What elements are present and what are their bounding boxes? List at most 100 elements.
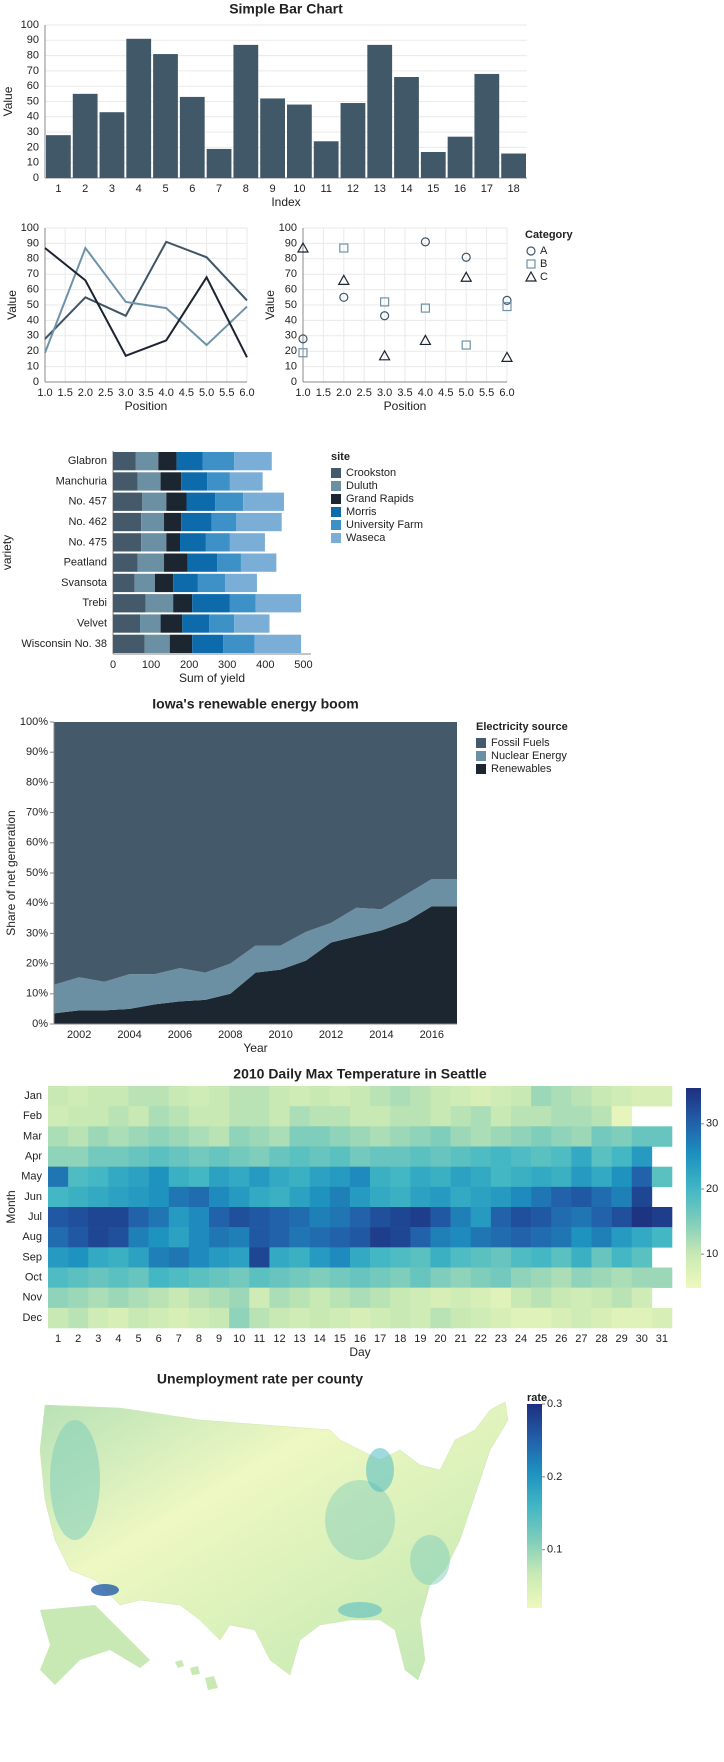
heat-cell (591, 1106, 612, 1127)
heat-cell (410, 1267, 431, 1288)
x-tick-label: 10 (293, 183, 305, 195)
heat-cell (390, 1106, 411, 1127)
y-tick-label: 10% (26, 988, 48, 1000)
bar-segment (113, 533, 142, 552)
point-circle (526, 246, 536, 256)
map-region (325, 1480, 395, 1560)
y-tick-label: Jun (24, 1191, 42, 1203)
heat-cell (68, 1106, 89, 1127)
bar (420, 151, 446, 178)
heat-cell (349, 1287, 371, 1309)
heat-cell (48, 1146, 69, 1167)
heat-cell (209, 1227, 230, 1248)
bar-segment (113, 512, 142, 532)
point-triangle (500, 351, 514, 362)
heat-cell (229, 1086, 250, 1107)
y-tick-label: 80 (27, 50, 39, 62)
heat-cell (188, 1247, 210, 1268)
x-tick-label: 27 (575, 1333, 587, 1345)
y-tick-label: 100 (21, 222, 39, 234)
heat-cell (229, 1227, 250, 1248)
heat-cell (68, 1126, 89, 1147)
heat-cell (370, 1186, 391, 1208)
x-tick-label: 6 (156, 1333, 162, 1345)
heat-cell (269, 1247, 290, 1268)
heat-cell (168, 1186, 190, 1208)
heat-cell (148, 1166, 170, 1188)
heat-cell (470, 1086, 492, 1107)
heat-cell (430, 1207, 451, 1228)
y-tick-label: 70% (26, 807, 48, 819)
bar (340, 103, 366, 178)
heat-cell (571, 1267, 592, 1288)
color-legend-label: 30 (706, 1118, 718, 1130)
bar-segment (229, 472, 263, 491)
area-series (54, 879, 457, 1014)
x-tick-label: 2016 (420, 1029, 444, 1041)
heat-cell (108, 1247, 129, 1268)
heat-cell (450, 1086, 472, 1107)
y-tick-label: Manchuria (56, 475, 108, 487)
y-tick-label: 30% (26, 927, 48, 939)
bar (501, 153, 526, 178)
heat-cell (510, 1126, 532, 1147)
bar-segment (164, 512, 182, 532)
heat-cell (68, 1247, 89, 1268)
heat-cell (470, 1186, 492, 1208)
heat-cell (349, 1307, 371, 1329)
legend-label: Renewables (491, 763, 552, 775)
heat-cell (229, 1126, 250, 1147)
heat-cell (349, 1126, 371, 1147)
heat-cell (510, 1146, 532, 1167)
point-square (339, 243, 349, 253)
heat-cell (289, 1106, 310, 1127)
heat-cell (510, 1186, 532, 1208)
point-circle (420, 237, 430, 247)
heat-cell (450, 1287, 472, 1309)
chart-title: Iowa's renewable energy boom (152, 696, 358, 712)
heat-cell (571, 1106, 592, 1127)
heat-cell (249, 1227, 270, 1248)
heat-cell (269, 1287, 290, 1309)
x-tick-label: 8 (196, 1333, 202, 1345)
heat-cell (269, 1267, 290, 1288)
heat-cell (148, 1186, 170, 1208)
heat-cell (249, 1287, 270, 1309)
y-tick-label: Glabron (68, 455, 107, 467)
x-tick-label: 1.5 (316, 387, 331, 399)
bar-segment (236, 512, 282, 532)
bar-segment (223, 634, 255, 653)
heat-cell (289, 1307, 310, 1329)
x-tick-label: 25 (535, 1333, 547, 1345)
y-tick-label: 30 (285, 330, 297, 342)
heat-cell (108, 1207, 129, 1228)
legend-label: Nuclear Energy (491, 750, 567, 762)
x-tick-label: 7 (216, 183, 222, 195)
heat-cell (430, 1086, 451, 1107)
point-square (380, 297, 390, 307)
y-tick-label: 60 (27, 80, 39, 92)
heat-cell (349, 1186, 371, 1208)
heat-cell (531, 1146, 552, 1167)
x-tick-label: 18 (394, 1333, 406, 1345)
x-tick-label: 9 (270, 183, 276, 195)
heat-cell (188, 1287, 210, 1309)
x-tick-label: 2.0 (336, 387, 351, 399)
heat-cell (349, 1207, 371, 1228)
color-legend-bar (527, 1404, 542, 1608)
legend-swatch (331, 468, 341, 478)
heat-cell (571, 1126, 592, 1147)
heat-cell (490, 1227, 512, 1248)
heat-cell (370, 1146, 391, 1167)
heat-cell (370, 1307, 391, 1329)
heat-cell (329, 1086, 351, 1107)
x-tick-label: 2.0 (78, 387, 93, 399)
x-tick-label: 3.5 (397, 387, 412, 399)
heat-cell (591, 1287, 612, 1309)
chart-title: Simple Bar Chart (229, 1, 343, 17)
heat-cell (551, 1207, 572, 1228)
heat-cell (410, 1086, 431, 1107)
y-tick-label: Mar (23, 1130, 42, 1142)
legend-label: C (540, 271, 548, 283)
heat-cell (450, 1146, 472, 1167)
